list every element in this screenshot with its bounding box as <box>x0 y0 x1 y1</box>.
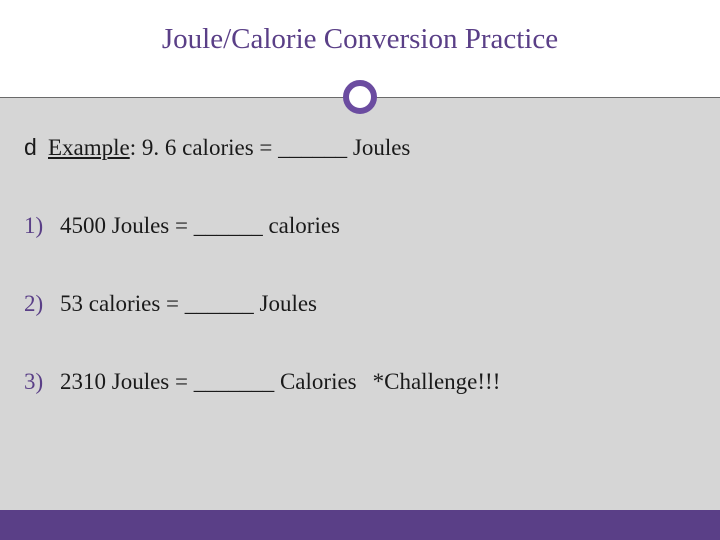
list-item: 2) 53 calories = ______ Joules <box>24 291 696 317</box>
example-label: Example <box>48 135 130 160</box>
challenge-note: *Challenge!!! <box>373 369 501 395</box>
title-area: Joule/Calorie Conversion Practice <box>0 0 720 78</box>
item-number: 1) <box>24 213 46 239</box>
item-text: 4500 Joules = ______ calories <box>60 213 340 239</box>
item-text: 2310 Joules = _______ Calories <box>60 369 357 395</box>
item-number: 3) <box>24 369 46 395</box>
content-area: d Example: 9. 6 calories = ______ Joules… <box>0 116 720 395</box>
circle-ornament-icon <box>343 80 377 114</box>
footer-bar <box>0 510 720 540</box>
item-text: 53 calories = ______ Joules <box>60 291 317 317</box>
list-item: 1) 4500 Joules = ______ calories <box>24 213 696 239</box>
example-row: d Example: 9. 6 calories = ______ Joules <box>24 134 696 161</box>
bullet-icon: d <box>24 134 44 161</box>
example-body: : 9. 6 calories = ______ Joules <box>130 135 411 160</box>
item-number: 2) <box>24 291 46 317</box>
list-item: 3) 2310 Joules = _______ Calories *Chall… <box>24 369 696 395</box>
example-text: Example: 9. 6 calories = ______ Joules <box>48 135 410 161</box>
divider <box>0 78 720 116</box>
page-title: Joule/Calorie Conversion Practice <box>162 23 558 56</box>
